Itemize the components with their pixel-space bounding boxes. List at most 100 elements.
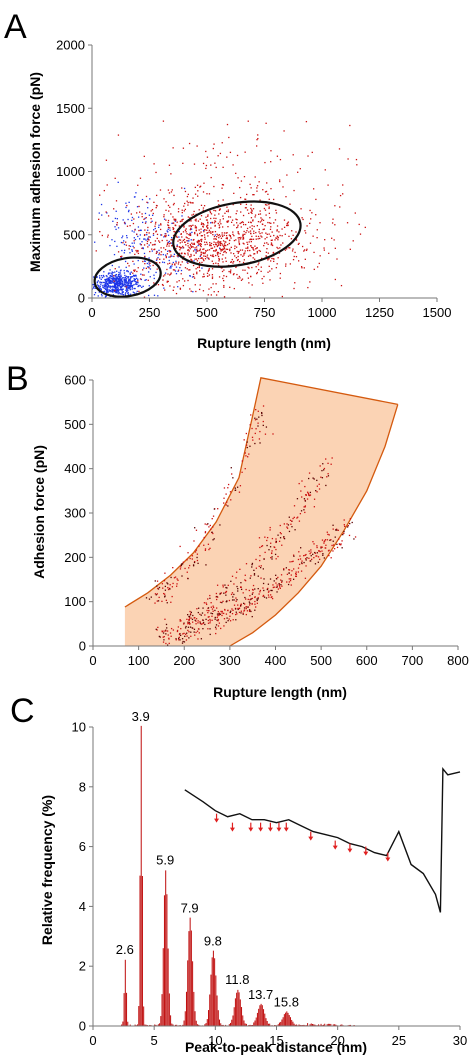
chart-c-bar (289, 1017, 291, 1026)
chart-a-point-red (214, 162, 216, 164)
chart-a-point-blue (123, 282, 125, 284)
chart-b-point (188, 615, 191, 618)
chart-a-point-red (209, 241, 211, 244)
chart-a-point-blue (114, 271, 116, 273)
chart-a-point-red (215, 262, 217, 264)
chart-a-point-red (220, 241, 222, 243)
chart-a-point-blue (126, 288, 128, 291)
chart-c-bar (244, 1023, 246, 1026)
chart-b-point (166, 602, 168, 604)
chart-b-point (230, 610, 232, 612)
chart-a-point-blue (120, 269, 122, 271)
chart-a-point-red (331, 222, 334, 224)
chart-b-point (330, 557, 332, 559)
chart-a-point-blue (117, 274, 120, 276)
chart-c-bar (326, 1024, 328, 1026)
chart-b-point (212, 532, 214, 535)
chart-b-point (257, 596, 259, 599)
chart-a-point-red (266, 242, 268, 244)
chart-a-point-red (221, 226, 224, 228)
chart-a-point-red (261, 218, 263, 220)
chart-a-point-red (146, 231, 148, 234)
chart-a-point-blue (117, 287, 119, 290)
chart-c-bar (239, 999, 241, 1026)
chart-c-bar (155, 1024, 157, 1026)
chart-b-point (161, 583, 164, 585)
chart-c-bar (129, 1024, 131, 1026)
chart-a-point-red (183, 226, 185, 228)
chart-a-point-blue (114, 290, 116, 293)
chart-b-point (189, 626, 192, 628)
chart-a-point-red (206, 229, 208, 231)
chart-b-point (212, 539, 214, 541)
chart-c-peak-label: 3.9 (132, 709, 150, 724)
chart-a-point-red (182, 231, 185, 233)
chart-a-point-blue (115, 286, 117, 288)
chart-a-point-blue (135, 275, 137, 277)
chart-a-point-red (183, 210, 186, 212)
chart-a-point-red (183, 255, 185, 258)
chart-a-point-red (270, 222, 272, 224)
chart-b-point (252, 592, 254, 594)
chart-b-point (310, 555, 312, 557)
chart-a-point-blue (123, 279, 125, 281)
chart-a-point-red (244, 151, 246, 153)
chart-a-point-blue (111, 264, 113, 267)
chart-b-point (269, 578, 272, 580)
chart-a-point-blue (158, 226, 160, 229)
chart-a-point-red (285, 263, 287, 265)
chart-a-point-red (219, 244, 222, 247)
chart-a-point-red (211, 277, 214, 280)
chart-a-point-red (338, 148, 341, 150)
chart-a-point-blue (167, 234, 170, 236)
chart-a-point-red (210, 227, 212, 229)
chart-b-point (281, 585, 283, 587)
chart-a-point-blue (147, 238, 149, 240)
chart-a-point-red (311, 212, 313, 214)
chart-b-point (222, 612, 225, 615)
chart-a-point-red (206, 219, 208, 221)
chart-b-point (305, 553, 307, 556)
chart-a-point-blue (106, 283, 108, 285)
chart-a-point-red (268, 258, 270, 260)
chart-a-point-blue (131, 285, 133, 287)
chart-c-bar (259, 1005, 261, 1026)
chart-b-point (227, 487, 229, 489)
chart-b-point (252, 439, 254, 441)
chart-a-point-blue (187, 240, 189, 242)
chart-a-point-red (239, 238, 242, 240)
chart-b-point (314, 563, 317, 565)
chart-c-bar (231, 1019, 233, 1026)
chart-a-point-red (184, 229, 187, 231)
chart-a-point-red (141, 215, 143, 218)
chart-b-point (301, 560, 303, 562)
chart-a-point-red (226, 243, 229, 246)
chart-a-point-red (225, 232, 227, 234)
chart-b-point (323, 540, 325, 543)
chart-a-point-red (339, 206, 341, 208)
chart-a-point-blue (103, 281, 105, 284)
chart-b-xlabel: Rupture length (nm) (213, 684, 347, 700)
chart-a-point-red (189, 269, 191, 271)
chart-b-point (165, 630, 167, 632)
chart-a-point-blue (120, 282, 122, 285)
chart-a-point-blue (105, 275, 107, 277)
chart-a-point-red (113, 275, 115, 277)
chart-a-point-red (268, 198, 270, 200)
chart-a-point-blue (147, 229, 149, 231)
chart-a-point-red (221, 142, 223, 144)
chart-a-point-red (203, 259, 205, 262)
chart-a-point-red (183, 238, 186, 241)
chart-b-point (203, 536, 205, 539)
chart-a-point-blue (177, 286, 179, 288)
chart-a-point-red (256, 271, 259, 274)
chart-c-bar (205, 1023, 207, 1026)
chart-a-point-blue (143, 252, 146, 255)
chart-a-point-red (133, 218, 135, 220)
chart-a-point-red (222, 184, 225, 186)
chart-a-point-red (134, 253, 136, 256)
chart-a-point-red (179, 220, 182, 223)
chart-a-point-blue (102, 286, 104, 288)
chart-a-point-red (163, 247, 165, 249)
chart-b-point (244, 579, 247, 582)
